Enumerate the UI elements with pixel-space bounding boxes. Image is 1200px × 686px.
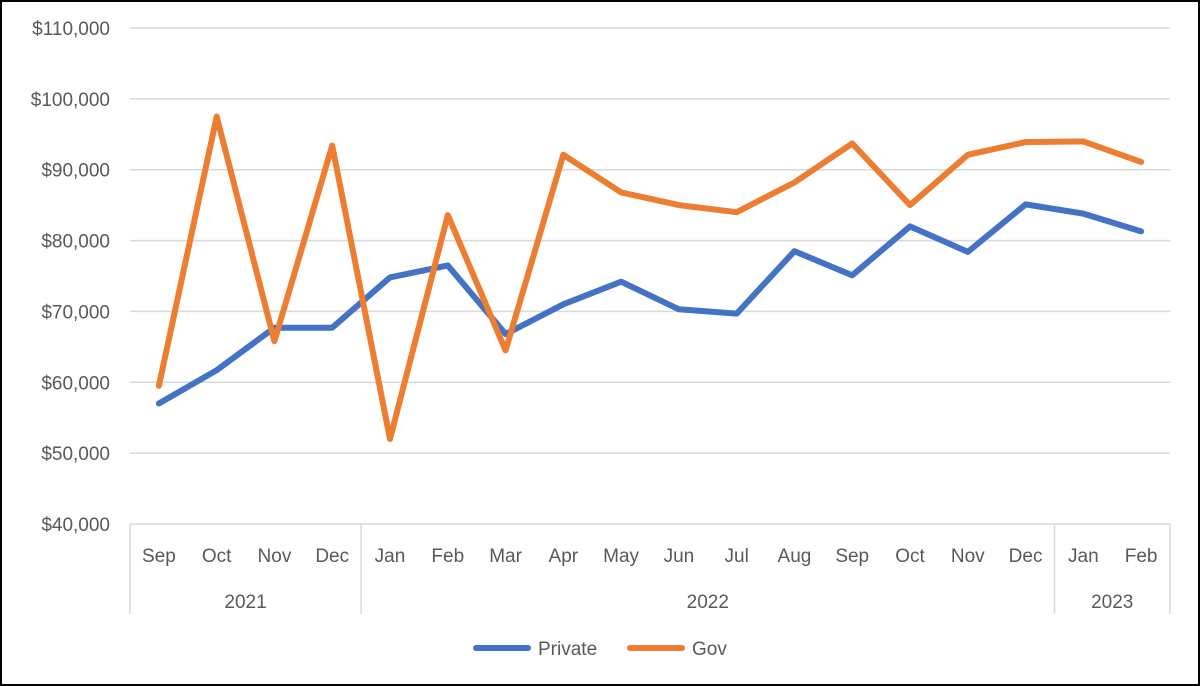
legend-label-gov: Gov [692,639,727,660]
data-point-private [965,249,971,255]
data-point-private [676,306,682,312]
data-point-private [791,248,797,254]
data-point-private [329,325,335,331]
x-tick-label: Oct [202,546,232,567]
x-tick-label: Jan [1068,546,1099,567]
y-tick-label: $110,000 [32,19,110,40]
data-point-gov [734,209,740,215]
y-tick-label: $100,000 [31,90,110,111]
data-point-private [1138,228,1144,234]
y-tick-label: $40,000 [41,515,110,536]
data-point-gov [387,436,393,442]
x-tick-label: Apr [549,546,579,567]
data-point-gov [445,212,451,218]
data-point-private [560,301,566,307]
x-tick-label: Feb [1125,546,1158,567]
x-tick-label: Jun [664,546,695,567]
x-tick-label: Jan [375,546,406,567]
data-point-private [734,311,740,317]
data-point-gov [849,140,855,146]
data-point-private [156,401,162,407]
series-line-gov [155,113,1145,442]
y-tick-label: $80,000 [41,232,110,253]
series-line-private [155,201,1145,407]
data-point-gov [791,179,797,185]
x-tick-label: Mar [489,546,522,567]
x-tick-label: Sep [142,546,176,567]
x-tick-label: Dec [315,546,349,567]
x-tick-label: Nov [951,546,985,567]
data-point-gov [1080,138,1086,144]
x-group-label: 2023 [1091,592,1133,613]
data-point-gov [907,202,913,208]
data-point-gov [965,152,971,158]
data-point-private [618,279,624,285]
y-tick-label: $60,000 [41,373,110,394]
data-point-private [907,223,913,229]
x-tick-label: May [603,546,639,567]
data-point-private [445,262,451,268]
x-tick-label: Nov [258,546,292,567]
data-point-private [1080,211,1086,217]
x-tick-label: Aug [778,546,812,567]
x-tick-label: Dec [1009,546,1043,567]
data-point-private [387,274,393,280]
data-point-gov [1138,159,1144,165]
data-point-gov [271,338,277,344]
data-point-gov [676,202,682,208]
data-point-gov [329,143,335,149]
legend-label-private: Private [538,639,597,660]
data-point-gov [503,347,509,353]
x-group-label: 2022 [687,592,729,613]
gridlines [130,27,1170,454]
data-point-gov [618,189,624,195]
x-tick-label: Jul [725,546,749,567]
data-point-gov [560,152,566,158]
data-point-private [1023,201,1029,207]
data-point-gov [214,114,220,120]
data-point-gov [156,383,162,389]
data-point-private [849,272,855,278]
x-tick-label: Sep [835,546,869,567]
data-point-private [214,367,220,373]
y-tick-label: $50,000 [41,444,110,465]
y-tick-label: $70,000 [41,302,110,323]
x-tick-label: Oct [895,546,925,567]
x-tick-label: Feb [431,546,464,567]
x-group-label: 2021 [224,592,266,613]
y-tick-label: $90,000 [41,161,110,182]
data-point-gov [1023,139,1029,145]
